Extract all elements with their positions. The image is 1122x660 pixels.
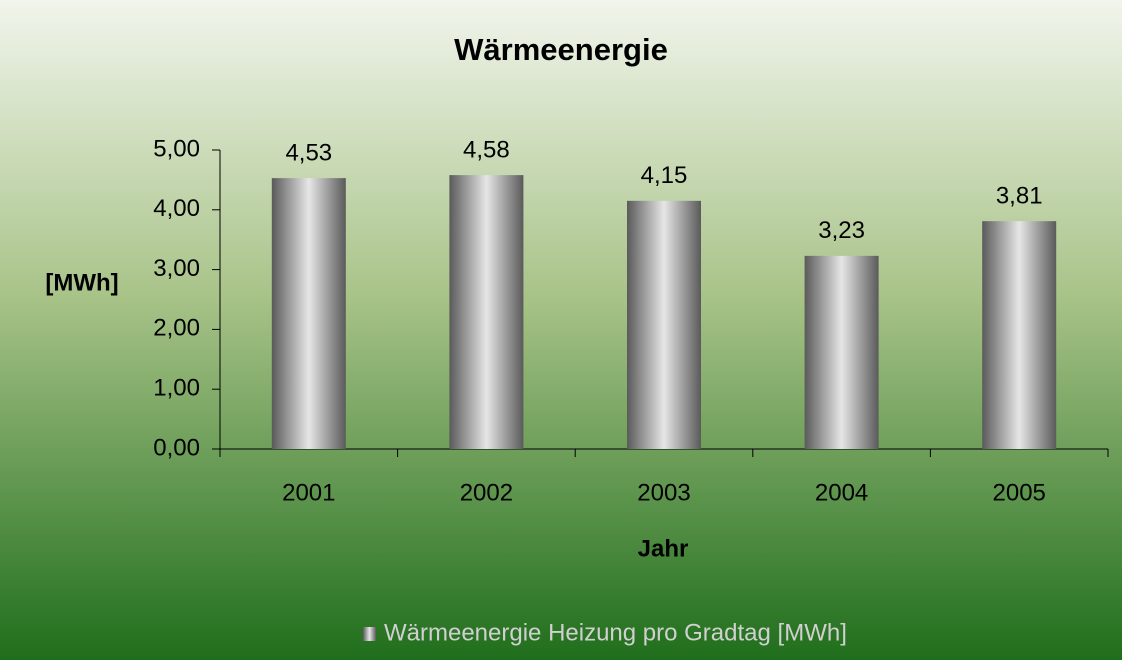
bar bbox=[627, 200, 701, 449]
bar bbox=[982, 221, 1057, 449]
legend-label: Wärmeenergie Heizung pro Gradtag [MWh] bbox=[384, 619, 847, 646]
legend-swatch bbox=[363, 627, 376, 641]
data-label: 4,15 bbox=[641, 162, 688, 189]
y-tick-label: 0,00 bbox=[153, 434, 200, 461]
y-tick-label: 5,00 bbox=[153, 135, 200, 162]
y-axis-label: [MWh] bbox=[45, 269, 118, 296]
chart-title: Wärmeenergie bbox=[454, 32, 668, 67]
data-label: 4,53 bbox=[285, 139, 332, 166]
bar bbox=[804, 255, 879, 449]
y-tick-label: 4,00 bbox=[153, 195, 200, 222]
bar bbox=[271, 178, 346, 449]
data-label: 3,81 bbox=[996, 183, 1043, 210]
data-label: 3,23 bbox=[818, 217, 865, 244]
y-tick-label: 1,00 bbox=[153, 375, 200, 402]
x-tick-label: 2005 bbox=[993, 479, 1046, 506]
x-tick-label: 2003 bbox=[637, 479, 690, 506]
x-tick-label: 2001 bbox=[282, 479, 335, 506]
y-tick-label: 3,00 bbox=[153, 255, 200, 282]
x-tick-label: 2002 bbox=[460, 479, 513, 506]
y-tick-label: 2,00 bbox=[153, 315, 200, 342]
bar bbox=[449, 175, 524, 449]
x-axis-label: Jahr bbox=[638, 535, 689, 562]
x-tick-label: 2004 bbox=[815, 479, 868, 506]
data-label: 4,58 bbox=[463, 136, 510, 163]
